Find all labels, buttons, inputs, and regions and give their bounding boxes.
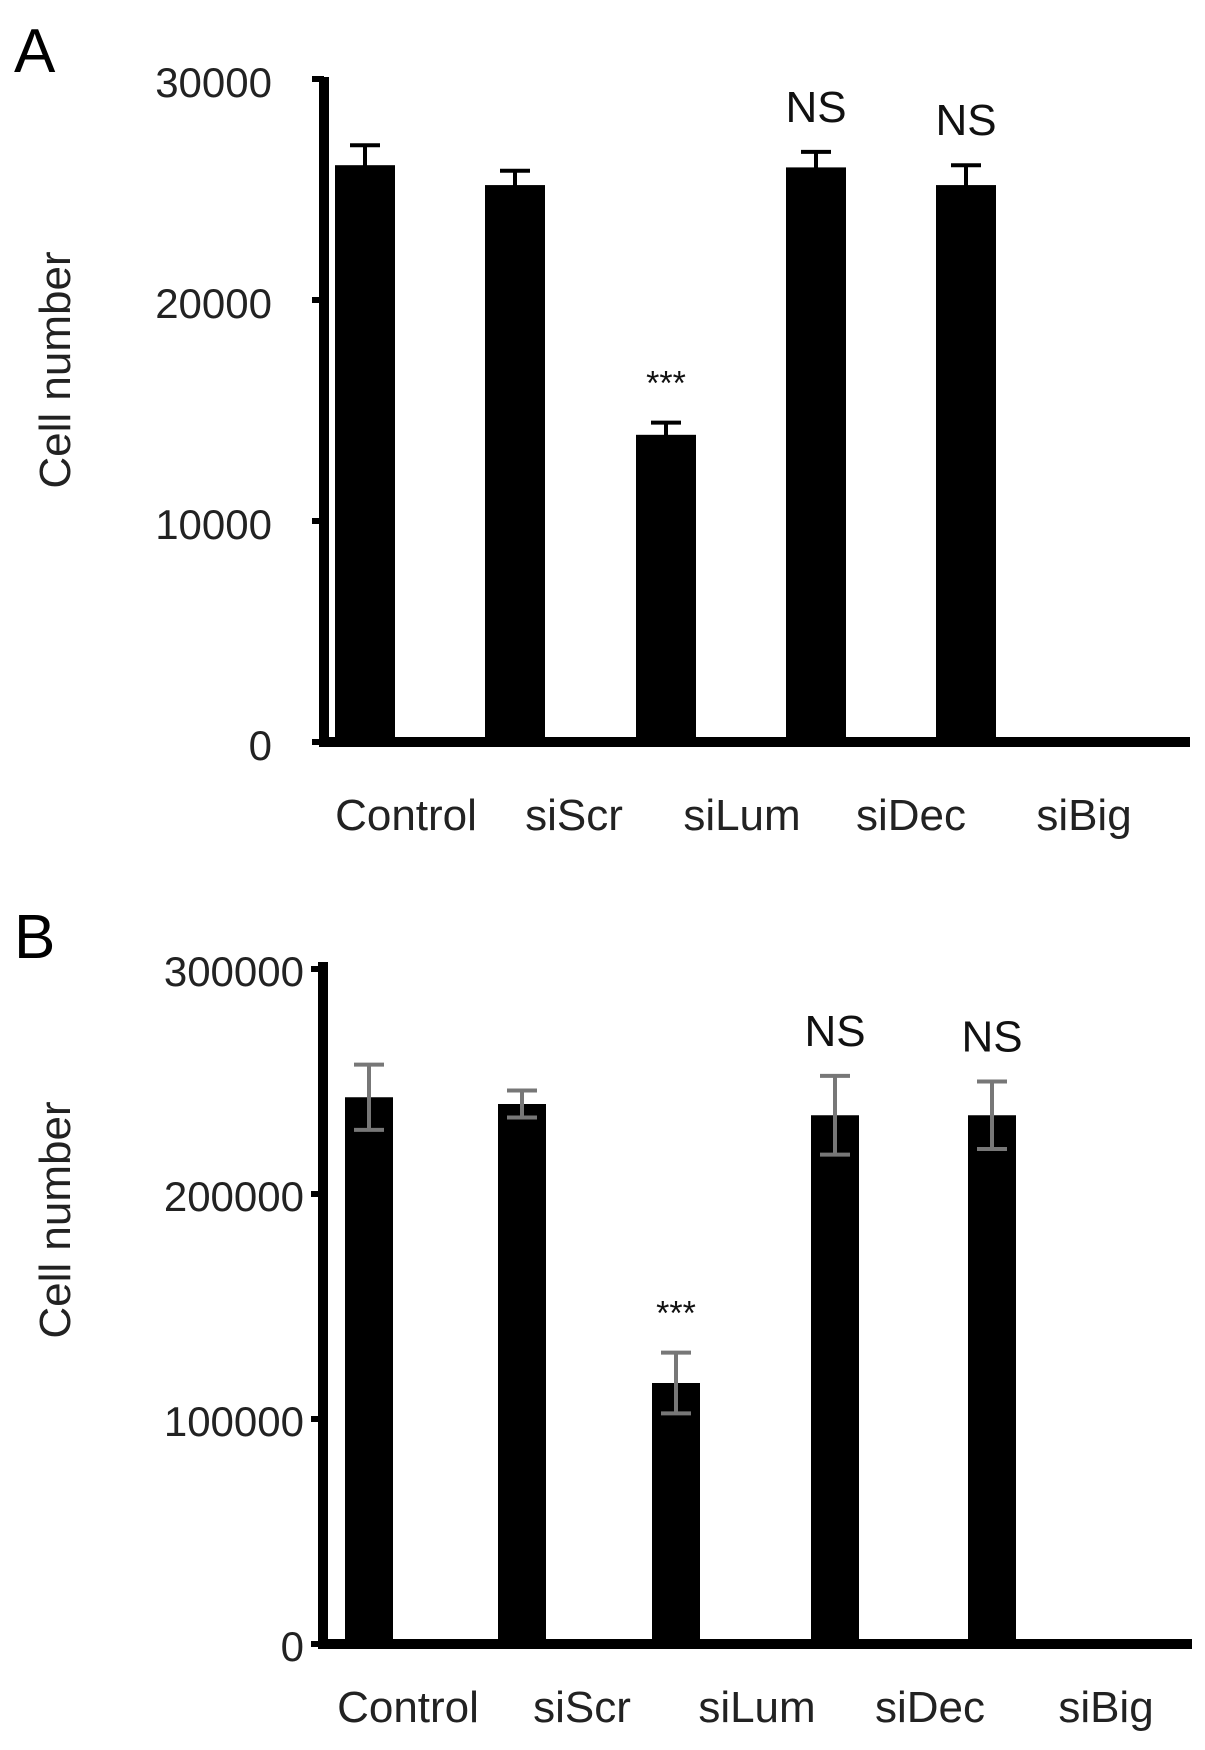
error-bar (661, 1350, 691, 1416)
y-ticks-a: 0 10000 20000 30000 (155, 59, 272, 769)
bar (968, 1115, 1016, 1644)
bar (811, 1115, 859, 1644)
chart-panel-b: B Cell number 0 100000 200000 300000 ***… (14, 903, 1192, 1732)
y-axis-title-b: Cell number (31, 1101, 80, 1338)
y-tick-label: 300000 (164, 948, 304, 995)
error-bar (507, 1088, 537, 1120)
category-label: siScr (533, 1683, 631, 1732)
category-label: siBig (1036, 791, 1131, 840)
error-bar (951, 163, 981, 207)
error-bar (977, 1079, 1007, 1151)
bars-b: *** NS NS (345, 1007, 1023, 1644)
y-tick-label: 30000 (155, 59, 272, 106)
ns-label: NS (804, 1007, 865, 1056)
category-label: siLum (683, 791, 800, 840)
ns-label: NS (935, 96, 996, 145)
bar (652, 1383, 700, 1644)
significance-label: *** (646, 365, 686, 403)
y-ticks-b: 0 100000 200000 300000 (164, 948, 304, 1670)
error-bar (500, 168, 530, 202)
error-bar (651, 420, 681, 449)
bar (936, 185, 996, 742)
category-label: Control (337, 1683, 479, 1732)
bar (335, 165, 395, 742)
y-tick-label: 0 (249, 722, 272, 769)
category-labels-b: Control siScr siLum siDec siBig (337, 1683, 1154, 1732)
y-tick-label: 10000 (155, 501, 272, 548)
y-axis-title-a: Cell number (31, 251, 80, 488)
error-bar (820, 1073, 850, 1157)
ns-label: NS (961, 1013, 1022, 1062)
axes-b (311, 962, 1192, 1649)
category-label: siBig (1058, 1683, 1153, 1732)
error-bar (350, 143, 380, 188)
bars-a: *** NS NS (335, 83, 997, 742)
y-tick-label: 0 (281, 1623, 304, 1670)
bar (786, 167, 846, 742)
category-label: siDec (875, 1683, 985, 1732)
bar (636, 434, 696, 742)
significance-label: *** (656, 1295, 696, 1333)
axes-a (312, 76, 1190, 747)
bar (498, 1104, 546, 1644)
y-tick-label: 200000 (164, 1173, 304, 1220)
category-label: siScr (525, 791, 623, 840)
panel-letter-a: A (14, 17, 56, 86)
category-label: siLum (698, 1683, 815, 1732)
bar (345, 1097, 393, 1644)
error-bar (801, 149, 831, 185)
error-bar (354, 1062, 384, 1132)
panel-letter-b: B (14, 903, 55, 972)
category-label: siDec (856, 791, 966, 840)
ns-label: NS (785, 83, 846, 132)
bar (485, 185, 545, 742)
y-tick-label: 20000 (155, 280, 272, 327)
category-labels-a: Control siScr siLum siDec siBig (335, 791, 1132, 840)
chart-panel-a: A Cell number 0 10000 20000 30000 *** NS N… (14, 17, 1190, 840)
category-label: Control (335, 791, 477, 840)
y-tick-label: 100000 (164, 1398, 304, 1445)
